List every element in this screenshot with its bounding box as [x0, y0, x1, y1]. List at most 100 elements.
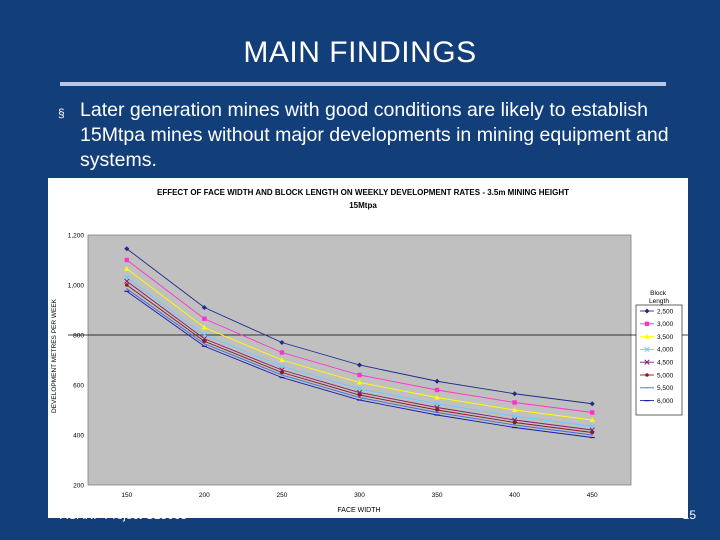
legend-title-line-2: Length	[649, 298, 669, 305]
legend-label: 5,000	[657, 372, 674, 379]
series-5000	[124, 283, 595, 435]
legend-label: 6,000	[657, 398, 674, 405]
legend-label: 3,000	[657, 321, 674, 328]
legend-label: 3,500	[657, 334, 674, 341]
data-point	[124, 265, 130, 271]
data-point	[281, 374, 283, 376]
x-tick-label: 250	[276, 492, 287, 499]
data-point	[644, 308, 650, 314]
y-tick-label: 1,000	[68, 283, 85, 290]
data-point	[124, 278, 130, 284]
data-point	[644, 359, 650, 365]
data-point	[591, 434, 593, 436]
data-point	[514, 424, 516, 426]
series-6000	[124, 290, 595, 439]
legend-label: 5,500	[657, 385, 674, 392]
data-point	[280, 370, 284, 375]
legend-entry: 4,000	[640, 347, 674, 354]
x-tick-label: 400	[509, 492, 520, 499]
page-number: 15	[682, 508, 696, 522]
legend-entry: 5,000	[640, 372, 674, 379]
chart-title: EFFECT OF FACE WIDTH AND BLOCK LENGTH ON…	[157, 188, 569, 197]
y-tick-label: 800	[73, 333, 84, 340]
data-point	[434, 387, 440, 393]
data-point	[356, 379, 363, 385]
footer-project: ACARP Project C15005	[60, 508, 188, 522]
data-point	[644, 321, 650, 326]
legend-entry: 3,000	[640, 321, 674, 328]
data-point	[512, 407, 518, 412]
data-point	[646, 387, 648, 389]
data-point	[279, 357, 285, 362]
data-point	[434, 394, 440, 400]
x-tick-label: 150	[121, 492, 132, 499]
data-point	[357, 372, 362, 378]
data-point	[644, 333, 650, 339]
chart-panel: EFFECT OF FACE WIDTH AND BLOCK LENGTH ON…	[48, 178, 688, 518]
series-5500	[126, 288, 593, 436]
chart-subtitle: 15Mtpa	[349, 201, 377, 210]
series-3500	[124, 265, 595, 422]
data-point	[512, 391, 518, 397]
y-tick-label: 400	[73, 433, 84, 440]
data-point	[202, 316, 207, 321]
data-point	[279, 350, 285, 355]
data-point	[436, 411, 438, 414]
data-point	[126, 288, 128, 290]
data-point	[201, 324, 207, 330]
legend-entry: 5,500	[640, 385, 674, 392]
legend-label: 4,500	[657, 360, 674, 367]
bullet-icon: §	[58, 106, 65, 120]
y-axis-label: DEVELOPMENT METRES PER WEEK	[51, 298, 58, 413]
series-2500	[124, 246, 595, 407]
x-axis-label: FACE WIDTH	[337, 507, 380, 514]
data-point	[589, 401, 595, 407]
data-point	[590, 430, 595, 435]
data-point	[202, 339, 207, 344]
data-point	[590, 410, 595, 415]
legend-box	[635, 304, 683, 416]
x-tick-label: 350	[432, 492, 443, 499]
data-point	[645, 373, 649, 377]
x-tick-label: 300	[354, 492, 365, 499]
data-point	[124, 257, 129, 263]
data-point	[356, 389, 363, 396]
legend-entry: 2,500	[640, 308, 674, 315]
legend-entry: 4,500	[640, 360, 674, 367]
data-point	[589, 427, 595, 433]
data-point	[357, 393, 362, 397]
y-tick-label: 200	[73, 483, 84, 490]
data-point	[434, 404, 440, 411]
data-point	[434, 378, 440, 384]
slide-title: MAIN FINDINGS	[243, 36, 477, 69]
data-point	[511, 417, 518, 423]
legend-title-line-1: Block	[650, 290, 667, 297]
data-point	[644, 346, 650, 353]
data-point	[512, 400, 517, 405]
data-point	[201, 305, 207, 310]
legend-title: Block Length	[649, 290, 669, 305]
data-point	[435, 408, 439, 412]
legend-label: 2,500	[657, 308, 674, 315]
legend-entry: 6,000	[640, 398, 674, 405]
series-4500	[124, 278, 595, 433]
data-point	[357, 362, 362, 368]
finding-text: Later generation mines with good conditi…	[80, 99, 669, 171]
data-point	[124, 246, 130, 252]
data-point	[358, 396, 361, 399]
legend-entry: 3,500	[640, 333, 674, 341]
data-point	[512, 420, 517, 425]
plot-area	[87, 234, 632, 486]
data-point	[589, 417, 595, 422]
data-point	[124, 283, 129, 287]
x-tick-label: 450	[587, 492, 598, 499]
y-tick-label: 600	[73, 383, 84, 390]
line-chart: EFFECT OF FACE WIDTH AND BLOCK LENGTH ON…	[51, 188, 688, 514]
title-underline	[60, 82, 666, 86]
legend-label: 4,000	[657, 347, 674, 354]
y-tick-label: 1,200	[68, 233, 85, 240]
series-3000	[124, 257, 595, 415]
data-point	[279, 340, 285, 345]
data-point	[203, 343, 205, 345]
x-tick-label: 200	[199, 492, 210, 499]
